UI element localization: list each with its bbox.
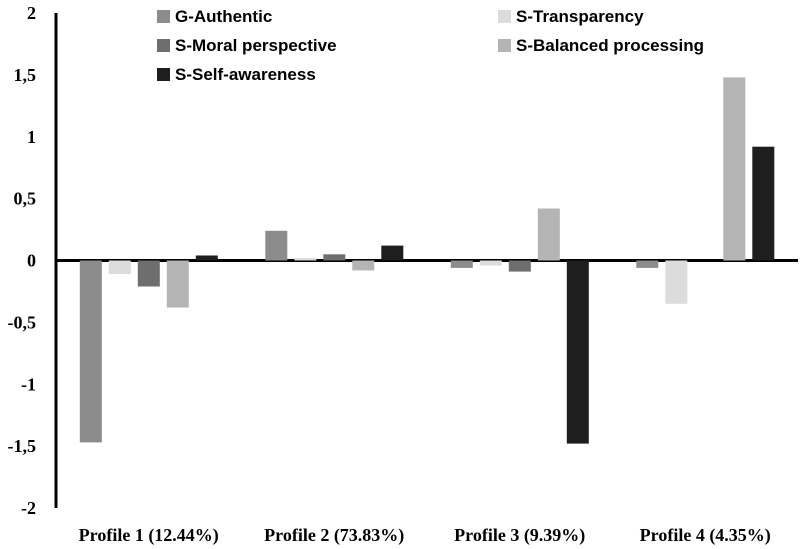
legend-label-s-self-awareness: S-Self-awareness	[175, 65, 316, 84]
bar-g-authentic-2	[265, 230, 288, 261]
bar-g-authentic-3	[450, 260, 473, 268]
bars	[79, 77, 775, 444]
bar-s-balanced-processing-1	[166, 260, 189, 308]
legend-swatch-s-transparency	[498, 10, 511, 23]
legend: G-Authentic S-Transparency S-Moral perspec…	[157, 7, 704, 84]
legend-label-s-balanced-processing: S-Balanced processing	[516, 36, 704, 55]
x-category-label: Profile 1 (12.44%)	[79, 525, 219, 546]
category-labels: Profile 1 (12.44%) Profile 2 (73.83%) Prof…	[79, 525, 771, 546]
bar-s-balanced-processing-2	[352, 260, 375, 271]
y-tick-label: -0,5	[8, 312, 37, 332]
x-category-label: Profile 2 (73.83%)	[264, 525, 404, 546]
legend-swatch-s-balanced-processing	[498, 39, 511, 52]
x-category-label: Profile 4 (4.35%)	[640, 525, 771, 546]
y-tick-label: -1,5	[8, 436, 37, 456]
y-tick-label: 0	[27, 251, 36, 271]
bar-s-self-awareness-2	[381, 245, 404, 261]
bar-s-transparency-4	[665, 260, 688, 304]
bar-s-self-awareness-4	[752, 146, 775, 261]
bar-s-balanced-processing-3	[537, 208, 560, 261]
bar-s-self-awareness-3	[566, 260, 589, 444]
legend-swatch-g-authentic	[157, 10, 170, 23]
y-tick-label: 1	[27, 127, 36, 147]
legend-label-g-authentic: G-Authentic	[175, 7, 272, 26]
bar-s-balanced-processing-4	[723, 77, 746, 261]
bar-s-moral-perspective-2	[323, 254, 346, 261]
y-tick-label: -2	[21, 498, 36, 518]
bar-s-self-awareness-1	[195, 255, 218, 261]
bar-g-authentic-4	[636, 260, 659, 268]
legend-label-s-moral-perspective: S-Moral perspective	[175, 36, 337, 55]
y-tick-labels: 2 1,5 1 0,5 0 -0,5 -1 -1,5 -2	[8, 3, 37, 518]
x-category-label: Profile 3 (9.39%)	[454, 525, 585, 546]
y-tick-label: -1	[21, 374, 36, 394]
y-tick-label: 0,5	[14, 189, 37, 209]
legend-swatch-s-self-awareness	[157, 68, 170, 81]
bar-s-moral-perspective-1	[137, 260, 160, 287]
bar-s-transparency-3	[479, 260, 502, 266]
legend-swatch-s-moral-perspective	[157, 39, 170, 52]
y-tick-label: 1,5	[14, 65, 37, 85]
bar-s-moral-perspective-3	[508, 260, 531, 272]
y-tick-label: 2	[27, 3, 36, 23]
bar-s-transparency-2	[294, 258, 317, 261]
legend-label-s-transparency: S-Transparency	[516, 7, 644, 26]
bar-g-authentic-1	[79, 260, 102, 443]
bar-s-transparency-1	[108, 260, 131, 275]
